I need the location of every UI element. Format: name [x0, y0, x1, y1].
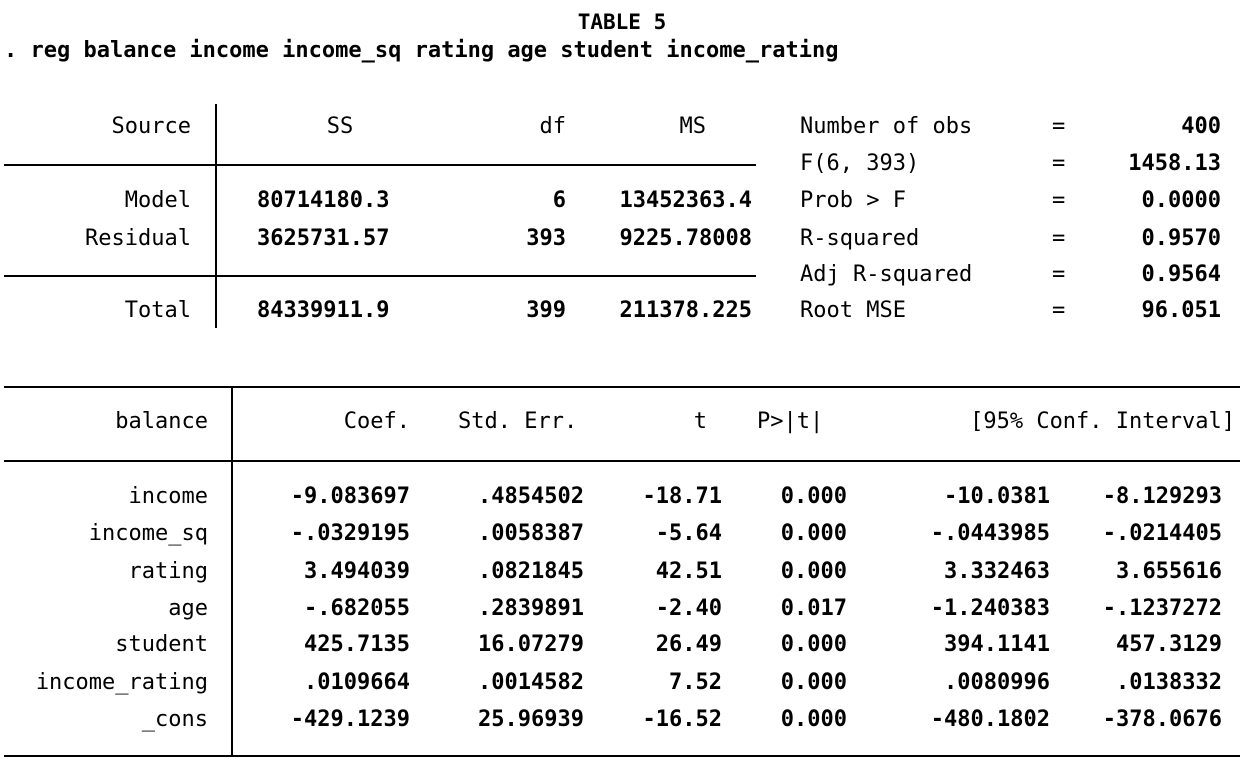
anova-row-ss: 84339911.9: [257, 298, 390, 323]
coef-row-coef: -429.1239: [290, 707, 410, 732]
coef-row-variable: _cons: [141, 707, 208, 732]
coef-row-p: 0.000: [780, 707, 847, 732]
anova-row-ms: 211378.225: [619, 298, 752, 323]
stat-value: 1458.13: [1128, 151, 1221, 176]
coef-row-se: .0058387: [478, 521, 584, 546]
coef-row-t: -18.71: [642, 484, 722, 509]
anova-divider: [215, 104, 217, 328]
coef-row-ci-high: -378.0676: [1102, 707, 1222, 732]
anova-row-source: Model: [124, 188, 191, 213]
coef-row-p: 0.017: [780, 596, 847, 621]
stat-value: 96.051: [1141, 298, 1221, 323]
coef-row-p: 0.000: [780, 559, 847, 584]
coef-row-variable: student: [115, 632, 208, 657]
anova-row-ms: 13452363.4: [619, 188, 752, 213]
coef-row-variable: rating: [128, 559, 208, 584]
coef-header-t: t: [693, 409, 707, 434]
anova-row-df: 399: [526, 298, 566, 323]
stat-equals: =: [1052, 262, 1066, 287]
coef-row-ci-low: -1.240383: [930, 596, 1050, 621]
coef-row-se: .4854502: [478, 484, 584, 509]
coef-divider: [231, 387, 233, 756]
coef-row-ci-high: 457.3129: [1116, 632, 1222, 657]
anova-header-ms: MS: [679, 114, 707, 139]
coef-row-ci-low: -480.1802: [930, 707, 1050, 732]
coef-row-ci-high: -.1237272: [1102, 596, 1222, 621]
anova-row-ms: 9225.78008: [619, 226, 752, 251]
coef-row-se: 25.96939: [478, 707, 584, 732]
stat-equals: =: [1052, 188, 1066, 213]
coef-row-coef: -9.083697: [290, 484, 410, 509]
stat-equals: =: [1052, 226, 1066, 251]
anova-row-ss: 3625731.57: [257, 226, 390, 251]
coef-row-ci-low: 394.1141: [944, 632, 1050, 657]
coef-row-ci-high: .0138332: [1116, 670, 1222, 695]
coef-top-rule: [4, 386, 1240, 388]
stat-value: 0.9564: [1141, 262, 1221, 287]
coef-header-se: Std. Err.: [458, 409, 578, 434]
coef-row-ci-low: .0080996: [944, 670, 1050, 695]
stat-value: 400: [1181, 114, 1221, 139]
table-title: TABLE 5: [577, 10, 667, 34]
coef-row-t: -16.52: [642, 707, 722, 732]
anova-header-ss: SS: [326, 114, 354, 139]
coef-header-ci: [95% Conf. Interval]: [970, 409, 1235, 434]
coef-row-p: 0.000: [780, 632, 847, 657]
stat-equals: =: [1052, 151, 1066, 176]
coef-row-p: 0.000: [780, 484, 847, 509]
coef-row-ci-high: 3.655616: [1116, 559, 1222, 584]
coef-row-coef: 3.494039: [304, 559, 410, 584]
coef-header-coef: Coef.: [343, 409, 410, 434]
coef-row-t: -2.40: [655, 596, 722, 621]
coef-row-se: .0821845: [478, 559, 584, 584]
stat-label: Prob > F: [800, 188, 906, 213]
anova-row-df: 6: [552, 188, 566, 213]
stat-value: 0.9570: [1141, 226, 1221, 251]
coef-row-variable: income_rating: [35, 670, 208, 695]
coef-row-ci-low: -.0443985: [930, 521, 1050, 546]
anova-row-df: 393: [526, 226, 566, 251]
anova-total-rule: [4, 275, 756, 277]
coef-row-se: 16.07279: [478, 632, 584, 657]
anova-header-df: df: [539, 114, 567, 139]
coef-row-ci-low: -10.0381: [944, 484, 1050, 509]
coef-row-p: 0.000: [780, 521, 847, 546]
coef-row-t: 7.52: [669, 670, 722, 695]
coef-row-t: 42.51: [655, 559, 722, 584]
anova-row-source: Total: [124, 298, 191, 323]
stat-label: Adj R-squared: [800, 262, 973, 287]
coef-header-rule: [4, 460, 1240, 462]
anova-header-source: Source: [111, 114, 191, 139]
coef-row-variable: income: [128, 484, 208, 509]
coef-row-ci-low: 3.332463: [944, 559, 1050, 584]
coef-row-ci-high: -.0214405: [1102, 521, 1222, 546]
stat-label: R-squared: [800, 226, 920, 251]
stat-equals: =: [1052, 114, 1066, 139]
coef-row-ci-high: -8.129293: [1102, 484, 1222, 509]
anova-row-ss: 80714180.3: [257, 188, 390, 213]
coef-row-coef: -.682055: [304, 596, 410, 621]
coef-header-depvar: balance: [115, 409, 208, 434]
coef-row-se: .0014582: [478, 670, 584, 695]
coef-header-p: P>|t|: [757, 409, 824, 434]
coef-row-variable: income_sq: [88, 521, 208, 546]
stat-label: F(6, 393): [800, 151, 920, 176]
coef-row-coef: .0109664: [304, 670, 410, 695]
coef-row-t: -5.64: [655, 521, 722, 546]
stat-label: Root MSE: [800, 298, 906, 323]
stat-equals: =: [1052, 298, 1066, 323]
stat-label: Number of obs: [800, 114, 973, 139]
coef-row-p: 0.000: [780, 670, 847, 695]
anova-row-source: Residual: [85, 226, 191, 251]
stat-value: 0.0000: [1141, 188, 1221, 213]
coef-row-variable: age: [168, 596, 208, 621]
coef-row-se: .2839891: [478, 596, 584, 621]
coef-row-coef: -.0329195: [290, 521, 410, 546]
anova-header-rule: [4, 164, 756, 166]
coef-bottom-rule: [4, 755, 1240, 757]
coef-row-coef: 425.7135: [304, 632, 410, 657]
regression-command: . reg balance income income_sq rating ag…: [4, 38, 839, 63]
coef-row-t: 26.49: [655, 632, 722, 657]
